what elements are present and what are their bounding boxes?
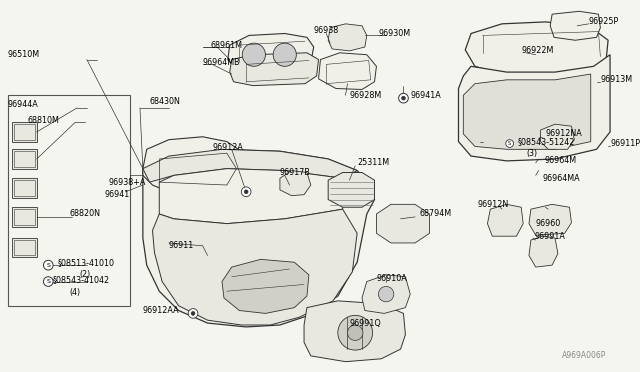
Polygon shape xyxy=(529,236,558,267)
Circle shape xyxy=(188,309,198,318)
Text: 96912NA: 96912NA xyxy=(545,129,582,138)
Polygon shape xyxy=(12,207,36,227)
Text: 96912A: 96912A xyxy=(212,143,243,152)
Text: 96917B: 96917B xyxy=(280,168,311,177)
Text: 96913M: 96913M xyxy=(600,75,632,84)
Polygon shape xyxy=(376,204,429,243)
Circle shape xyxy=(243,43,266,66)
Text: 68430N: 68430N xyxy=(150,97,180,106)
Circle shape xyxy=(338,315,372,350)
Polygon shape xyxy=(328,173,374,207)
Circle shape xyxy=(399,93,408,103)
Text: 96964M: 96964M xyxy=(545,156,577,166)
Text: (2): (2) xyxy=(79,270,90,279)
Circle shape xyxy=(244,190,248,194)
Polygon shape xyxy=(152,209,357,325)
Polygon shape xyxy=(12,238,36,257)
Polygon shape xyxy=(12,122,36,142)
Circle shape xyxy=(191,311,195,315)
Text: 96941: 96941 xyxy=(104,190,129,199)
Circle shape xyxy=(401,96,405,100)
Text: 96912AA: 96912AA xyxy=(143,306,179,315)
Text: S: S xyxy=(46,279,50,284)
Text: 96960: 96960 xyxy=(536,219,561,228)
Text: 96912N: 96912N xyxy=(478,200,509,209)
Circle shape xyxy=(378,286,394,302)
Polygon shape xyxy=(550,11,600,40)
Polygon shape xyxy=(463,74,591,149)
Polygon shape xyxy=(143,137,243,198)
Text: 96964MA: 96964MA xyxy=(543,174,580,183)
Text: 68961M: 68961M xyxy=(211,41,243,49)
Text: 68794M: 68794M xyxy=(420,209,452,218)
Text: 96941A: 96941A xyxy=(410,91,441,100)
Circle shape xyxy=(241,187,251,197)
Text: 96911: 96911 xyxy=(169,241,194,250)
Text: S: S xyxy=(508,141,511,146)
Polygon shape xyxy=(159,169,342,224)
Text: 96938: 96938 xyxy=(314,26,339,35)
Circle shape xyxy=(44,260,53,270)
Text: 96925P: 96925P xyxy=(589,17,619,26)
Text: §08543-41042: §08543-41042 xyxy=(53,275,110,284)
Polygon shape xyxy=(12,149,36,169)
Polygon shape xyxy=(12,178,36,198)
Polygon shape xyxy=(541,124,574,149)
Text: 96928M: 96928M xyxy=(349,91,381,100)
Polygon shape xyxy=(529,204,572,235)
Circle shape xyxy=(506,140,513,147)
Text: 96911P: 96911P xyxy=(610,139,640,148)
Text: 96930M: 96930M xyxy=(378,29,410,38)
Polygon shape xyxy=(222,259,309,314)
Polygon shape xyxy=(328,24,367,51)
Text: 96938+A: 96938+A xyxy=(108,178,145,187)
Text: S: S xyxy=(46,263,50,267)
Text: 96910A: 96910A xyxy=(376,274,407,283)
Polygon shape xyxy=(319,53,376,90)
Text: §08513-41010: §08513-41010 xyxy=(58,258,115,267)
Text: 96510M: 96510M xyxy=(8,50,40,59)
Circle shape xyxy=(348,325,363,340)
Polygon shape xyxy=(280,170,311,196)
Polygon shape xyxy=(362,275,410,314)
Polygon shape xyxy=(143,149,374,327)
Text: 25311M: 25311M xyxy=(357,158,389,167)
Text: 96944A: 96944A xyxy=(8,100,38,109)
Text: §08543-51242: §08543-51242 xyxy=(517,137,575,146)
Polygon shape xyxy=(230,53,319,86)
Text: 96922M: 96922M xyxy=(521,46,554,55)
Text: 68820N: 68820N xyxy=(70,209,100,218)
Text: (4): (4) xyxy=(70,288,81,297)
Text: 96991Q: 96991Q xyxy=(349,318,381,328)
Text: (3): (3) xyxy=(526,149,537,158)
Circle shape xyxy=(273,43,296,66)
Circle shape xyxy=(44,277,53,286)
Text: 68810M: 68810M xyxy=(27,116,59,125)
Polygon shape xyxy=(465,22,608,76)
Text: A969A006P: A969A006P xyxy=(562,352,606,360)
Polygon shape xyxy=(458,55,610,161)
Text: 96991A: 96991A xyxy=(535,232,566,241)
Polygon shape xyxy=(143,149,357,182)
Polygon shape xyxy=(304,301,405,362)
Polygon shape xyxy=(488,204,523,236)
Polygon shape xyxy=(228,33,314,76)
Text: 96964MB: 96964MB xyxy=(203,58,241,67)
